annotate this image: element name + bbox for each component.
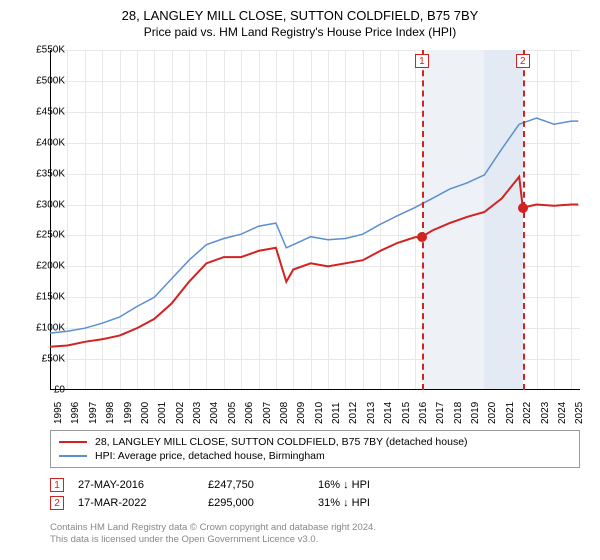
x-tick-label: 2019 bbox=[470, 402, 481, 424]
x-tick-label: 2008 bbox=[279, 402, 290, 424]
footer-line: Contains HM Land Registry data © Crown c… bbox=[50, 522, 580, 534]
marker-box: 2 bbox=[516, 54, 530, 68]
chart-subtitle: Price paid vs. HM Land Registry's House … bbox=[0, 23, 600, 39]
marker-dot bbox=[417, 232, 427, 242]
legend-swatch bbox=[59, 455, 87, 457]
chart-lines bbox=[50, 50, 580, 390]
x-tick-label: 2017 bbox=[435, 402, 446, 424]
x-tick-label: 2022 bbox=[522, 402, 533, 424]
y-tick-label: £450K bbox=[36, 106, 65, 117]
y-tick-label: £200K bbox=[36, 261, 65, 272]
legend-label: 28, LANGLEY MILL CLOSE, SUTTON COLDFIELD… bbox=[95, 436, 468, 448]
legend-label: HPI: Average price, detached house, Birm… bbox=[95, 450, 325, 462]
legend-swatch bbox=[59, 441, 87, 443]
sale-price: £295,000 bbox=[208, 497, 318, 509]
x-tick-label: 2000 bbox=[140, 402, 151, 424]
x-tick-label: 1996 bbox=[70, 402, 81, 424]
legend-item: 28, LANGLEY MILL CLOSE, SUTTON COLDFIELD… bbox=[59, 435, 571, 449]
x-tick-label: 1999 bbox=[123, 402, 134, 424]
footer: Contains HM Land Registry data © Crown c… bbox=[50, 522, 580, 547]
x-tick-label: 2007 bbox=[262, 402, 273, 424]
y-tick-label: £500K bbox=[36, 75, 65, 86]
x-tick-label: 2003 bbox=[192, 402, 203, 424]
marker-line bbox=[523, 50, 525, 390]
y-tick-label: £550K bbox=[36, 45, 65, 56]
x-tick-label: 2010 bbox=[314, 402, 325, 424]
y-tick-label: £50K bbox=[42, 354, 65, 365]
x-tick-label: 2015 bbox=[401, 402, 412, 424]
x-tick-label: 2018 bbox=[453, 402, 464, 424]
x-tick-label: 2020 bbox=[487, 402, 498, 424]
x-tick-label: 2006 bbox=[244, 402, 255, 424]
footer-line: This data is licensed under the Open Gov… bbox=[50, 534, 580, 546]
chart-title: 28, LANGLEY MILL CLOSE, SUTTON COLDFIELD… bbox=[0, 0, 600, 23]
y-tick-label: £300K bbox=[36, 199, 65, 210]
x-tick-label: 2025 bbox=[574, 402, 585, 424]
y-tick-label: £350K bbox=[36, 168, 65, 179]
x-tick-label: 1995 bbox=[53, 402, 64, 424]
x-tick-label: 1998 bbox=[105, 402, 116, 424]
sale-marker-box: 1 bbox=[50, 478, 64, 492]
x-tick-label: 2001 bbox=[157, 402, 168, 424]
x-tick-label: 2002 bbox=[175, 402, 186, 424]
y-tick-label: £250K bbox=[36, 230, 65, 241]
y-tick-label: £100K bbox=[36, 323, 65, 334]
y-tick-label: £0 bbox=[54, 385, 65, 396]
x-tick-label: 2011 bbox=[331, 402, 342, 424]
legend: 28, LANGLEY MILL CLOSE, SUTTON COLDFIELD… bbox=[50, 430, 580, 468]
x-tick-label: 2023 bbox=[540, 402, 551, 424]
series-line-price_paid bbox=[50, 177, 578, 347]
x-tick-label: 2024 bbox=[557, 402, 568, 424]
x-tick-label: 1997 bbox=[88, 402, 99, 424]
x-tick-label: 2009 bbox=[296, 402, 307, 424]
sales-table: 1 27-MAY-2016 £247,750 16% ↓ HPI 2 17-MA… bbox=[50, 476, 580, 512]
y-tick-label: £400K bbox=[36, 137, 65, 148]
sale-hpi: 31% ↓ HPI bbox=[318, 497, 438, 509]
sale-row: 2 17-MAR-2022 £295,000 31% ↓ HPI bbox=[50, 494, 580, 512]
x-tick-label: 2014 bbox=[383, 402, 394, 424]
legend-item: HPI: Average price, detached house, Birm… bbox=[59, 449, 571, 463]
marker-dot bbox=[518, 203, 528, 213]
x-tick-label: 2021 bbox=[505, 402, 516, 424]
sale-date: 17-MAR-2022 bbox=[78, 497, 208, 509]
marker-line bbox=[422, 50, 424, 390]
sale-date: 27-MAY-2016 bbox=[78, 479, 208, 491]
x-tick-label: 2005 bbox=[227, 402, 238, 424]
marker-box: 1 bbox=[415, 54, 429, 68]
x-tick-label: 2016 bbox=[418, 402, 429, 424]
sale-hpi: 16% ↓ HPI bbox=[318, 479, 438, 491]
sale-marker-box: 2 bbox=[50, 496, 64, 510]
chart-container: 28, LANGLEY MILL CLOSE, SUTTON COLDFIELD… bbox=[0, 0, 600, 560]
y-tick-label: £150K bbox=[36, 292, 65, 303]
sale-row: 1 27-MAY-2016 £247,750 16% ↓ HPI bbox=[50, 476, 580, 494]
x-tick-label: 2012 bbox=[348, 402, 359, 424]
series-line-hpi bbox=[50, 118, 578, 333]
x-tick-label: 2004 bbox=[209, 402, 220, 424]
x-tick-label: 2013 bbox=[366, 402, 377, 424]
sale-price: £247,750 bbox=[208, 479, 318, 491]
